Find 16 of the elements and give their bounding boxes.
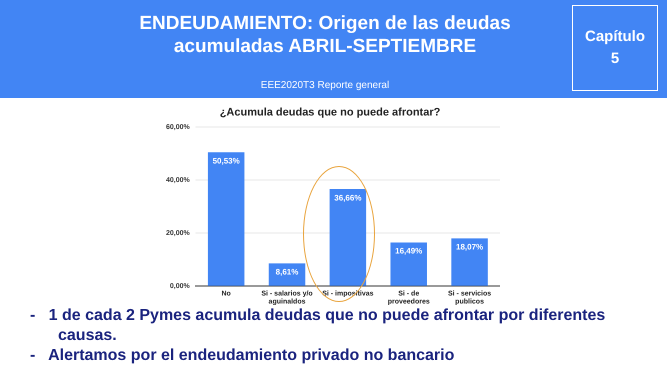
text: EEE2020T3 Reporte general <box>260 80 390 91</box>
data-label: 18,07% <box>456 242 484 252</box>
bar <box>208 152 244 286</box>
bar <box>330 189 366 286</box>
bar <box>390 242 427 286</box>
text: 5 <box>610 49 620 69</box>
bar <box>451 238 488 286</box>
data-label: 50,53% <box>212 156 240 166</box>
text: - 1 de cada 2 Pymes acumula deudas que no puede afrontar por diferentes causas. <box>30 306 606 346</box>
text: ENDEUDAMIENTO: Origen de las deudas acumuladas ABRIL-SEPTIEMBRE <box>138 12 512 58</box>
chart-title: ¿Acumula deudas que no puede afrontar? <box>220 106 441 119</box>
data-label: 16,49% <box>395 246 422 256</box>
data-label: 8,61% <box>276 268 298 277</box>
data-label: 36,66% <box>334 193 362 202</box>
text: Capítulo <box>585 27 645 47</box>
text: - Alertamos por el endeudamiento privado no bancario <box>30 346 456 366</box>
